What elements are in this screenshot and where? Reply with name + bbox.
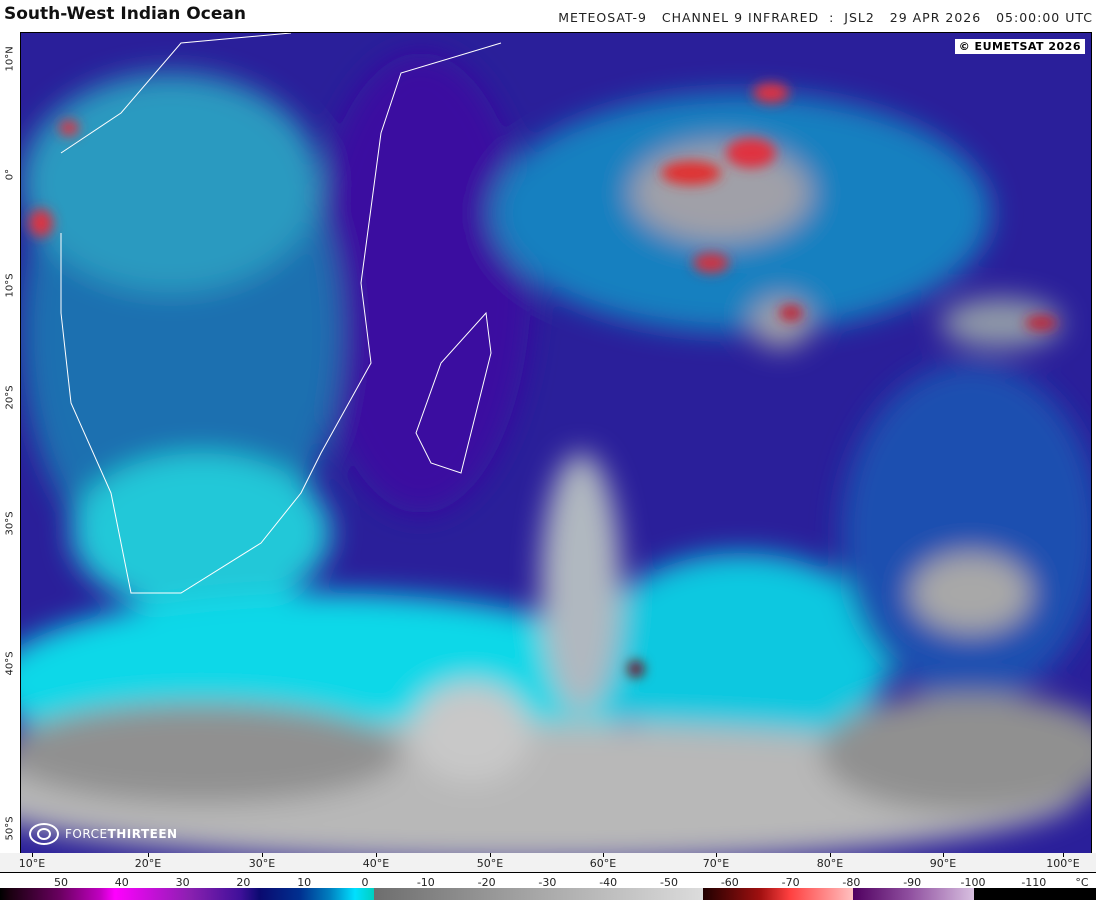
lon-label: 30°E	[248, 857, 276, 870]
lat-label: 0°	[4, 168, 16, 181]
lon-tick	[1063, 853, 1064, 857]
colorbar-label: -30	[538, 876, 557, 889]
colorbar-label: -40	[599, 876, 618, 889]
colorbar-label: 10	[297, 876, 312, 889]
page-title: South-West Indian Ocean	[4, 4, 246, 24]
lat-label: 50°S	[4, 816, 16, 841]
lon-label: 60°E	[589, 857, 617, 870]
lon-tick	[716, 853, 717, 857]
image-info: METEOSAT-9 CHANNEL 9 INFRARED : JSL2 29 …	[558, 10, 1093, 25]
lat-label: 10°N	[4, 46, 16, 72]
lat-label: 20°S	[4, 385, 16, 410]
copyright-badge: © EUMETSAT 2026	[954, 39, 1085, 54]
colorbar-label: -110	[1021, 876, 1047, 889]
colorbar-label: 50	[54, 876, 68, 889]
colorbar-label: 0	[361, 876, 369, 889]
logo-icon	[29, 823, 59, 845]
lat-label: 40°S	[4, 651, 16, 676]
lat-label: 30°S	[4, 511, 16, 536]
colorbar-label: -70	[781, 876, 800, 889]
lon-label: 20°E	[134, 857, 162, 870]
colorbar-label: -60	[720, 876, 739, 889]
lon-label: 80°E	[816, 857, 844, 870]
lon-label: 100°E	[1046, 857, 1080, 870]
lon-tick	[603, 853, 604, 857]
temperature-colorbar	[0, 888, 1096, 900]
forcethirteen-logo: FORCE THIRTEEN	[29, 823, 178, 845]
lon-tick	[376, 853, 377, 857]
colorbar-unit: °C	[1075, 876, 1089, 889]
lon-label: 70°E	[702, 857, 730, 870]
lon-label: 10°E	[18, 857, 46, 870]
lon-tick	[490, 853, 491, 857]
colorbar-label: 40	[114, 876, 129, 889]
colorbar-label: -20	[477, 876, 496, 889]
lat-label: 10°S	[4, 273, 16, 298]
lon-label: 40°E	[362, 857, 390, 870]
lon-label: 90°E	[929, 857, 957, 870]
colorbar-label: -80	[842, 876, 861, 889]
colorbar-label: -90	[903, 876, 922, 889]
colorbar-label: 30	[175, 876, 190, 889]
lon-tick	[943, 853, 944, 857]
coastlines	[60, 33, 502, 594]
longitude-axis: 10°E 20°E 30°E 40°E 50°E 60°E 70°E 80°E 90°E 100°…	[0, 853, 1096, 873]
lon-tick	[262, 853, 263, 857]
satellite-map[interactable]: © EUMETSAT 2026 FORCE THIRTEEN	[20, 32, 1092, 854]
colorbar-label: -50	[660, 876, 678, 889]
colorbar-label: -100	[960, 876, 986, 889]
lon-tick	[148, 853, 149, 857]
lon-tick	[830, 853, 831, 857]
satellite-imagery	[21, 33, 1091, 853]
lon-label: 50°E	[476, 857, 504, 870]
lon-tick	[32, 853, 33, 857]
colorbar-label: 20	[236, 876, 251, 889]
colorbar-label: -10	[416, 876, 435, 889]
